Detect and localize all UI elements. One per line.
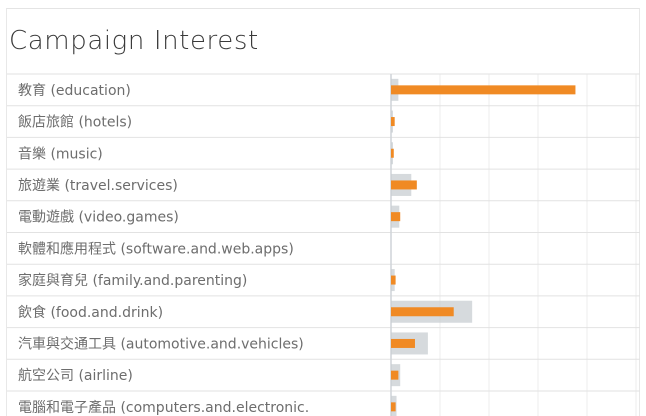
chart-title: Campaign Interest [9,26,259,56]
bar-primary [391,307,454,317]
category-label: 汽車與交通工具 (automotive.and.vehicles) [18,335,304,352]
category-label: 教育 (education) [18,83,131,99]
bar-primary [391,180,417,190]
category-label: 飯店旅館 (hotels) [18,114,132,131]
bar-primary [391,212,401,222]
chart-panel [6,8,640,416]
category-label: 電腦和電子產品 (computers.and.electronic. [18,399,309,416]
bar-primary [391,338,415,348]
bar-primary [391,148,394,158]
category-label: 軟體和應用程式 (software.and.web.apps) [18,240,294,257]
category-label: 音樂 (music) [18,145,103,162]
category-label: 家庭與育兒 (family.and.parenting) [18,272,247,289]
category-label: 飲食 (food.and.drink) [18,304,163,321]
bar-primary [391,275,396,285]
category-label: 航空公司 (airline) [18,368,133,384]
bar-primary [391,402,396,412]
bar-primary [391,117,395,127]
bar-primary [391,85,576,95]
bar-primary [391,370,399,380]
category-label: 電動遊戲 (video.games) [18,210,179,226]
category-label: 旅遊業 (travel.services) [18,178,178,194]
